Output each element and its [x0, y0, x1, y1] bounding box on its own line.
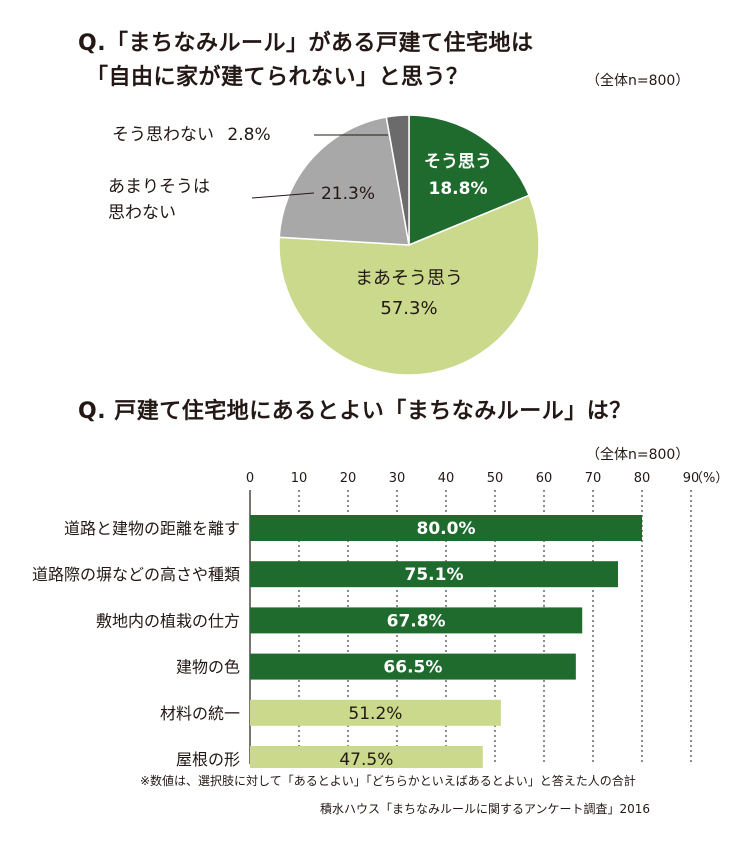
bar-rect	[250, 653, 576, 680]
pie-label-sou-omou: そう思う	[424, 152, 492, 172]
bar-value-label: 51.2%	[348, 704, 402, 724]
bar-category-label: 材料の統一	[160, 704, 240, 723]
bar-tick-label: 40	[438, 471, 455, 486]
q2-title: Q. 戸建て住宅地にあるとよい「まちなみルール」は？	[78, 399, 632, 424]
pie-slice-3	[385, 114, 410, 246]
q1-title-line1: Q.「まちなみルール」がある戸建て住宅地は	[78, 31, 534, 56]
bar-rect	[250, 699, 501, 726]
q2-sample-note: （全体n=800）	[586, 447, 690, 463]
pie-label-sou-omowanai: そう思わない 2.8%	[112, 125, 271, 145]
bar-value-label: 80.0%	[417, 519, 476, 539]
q1-title-line2: 「自由に家が建てられない」と思う？	[86, 65, 469, 90]
pie-label-amari-line2: 思わない	[108, 203, 176, 223]
bar-value-label: 47.5%	[339, 750, 393, 768]
bar-value-label: 66.5%	[383, 658, 442, 678]
pie-slice-2	[278, 116, 410, 246]
q1-sample-note: （全体n=800）	[586, 73, 690, 89]
source: 積水ハウス「まちなみルールに関するアンケート調査」2016	[320, 802, 651, 816]
bar-axis-unit: （%）	[690, 471, 728, 486]
pie-slice-0	[408, 114, 531, 247]
bar-category-label: 道路際の塀などの高さや種類	[32, 565, 240, 584]
bar-rect	[250, 746, 483, 768]
bar-category-label: 屋根の形	[176, 750, 240, 768]
bar-tick-label: 50	[487, 471, 504, 486]
bar-tick-label: 70	[585, 471, 602, 486]
bar-chart: 0 10 20 30 40 50 60 70 80 90 （%） 道路と建物の距離を離す道路際の塀…	[32, 471, 728, 768]
bar-tick-label: 90	[683, 471, 700, 486]
bar-tick-label: 30	[389, 471, 406, 486]
footnote: ※数値は、選択肢に対して「あるとよい」「どちらかといえばあるとよい」と答えた人の…	[140, 774, 636, 788]
pie-value-amari: 21.3%	[321, 184, 375, 204]
bar-tick-label: 80	[634, 471, 651, 486]
pie-label-sou-omowanai-text: そう思わない	[112, 125, 214, 145]
bar-value-label: 67.8%	[387, 611, 446, 631]
bar-rect	[250, 607, 583, 634]
pie-label-maa-sou-omou: まあそう思う	[355, 268, 463, 289]
pie-chart: そう思う 18.8% まあそう思う 57.3% 21.3% あまりそうは 思わな…	[108, 114, 540, 376]
bar-rect	[250, 561, 618, 588]
pie-value-sou-omou: 18.8%	[429, 179, 488, 199]
pie-label-amari-line1: あまりそうは	[108, 177, 210, 197]
bar-rect	[250, 515, 642, 541]
bar-tick-label: 0	[246, 471, 254, 486]
pie-slice-1	[278, 194, 540, 376]
bar-category-label: 敷地内の植栽の仕方	[96, 611, 240, 630]
pie-leader-line-2	[251, 192, 315, 199]
bar-tick-label: 60	[536, 471, 553, 486]
bar-tick-label: 10	[291, 471, 308, 486]
bar-category-label: 道路と建物の距離を離す	[64, 519, 240, 538]
bar-tick-label: 20	[340, 471, 357, 486]
pie-value-maa-sou-omou: 57.3%	[380, 298, 437, 319]
bar-category-label: 建物の色	[176, 658, 240, 677]
bar-value-label: 75.1%	[405, 565, 464, 585]
pie-value-sou-omowanai: 2.8%	[227, 125, 270, 145]
